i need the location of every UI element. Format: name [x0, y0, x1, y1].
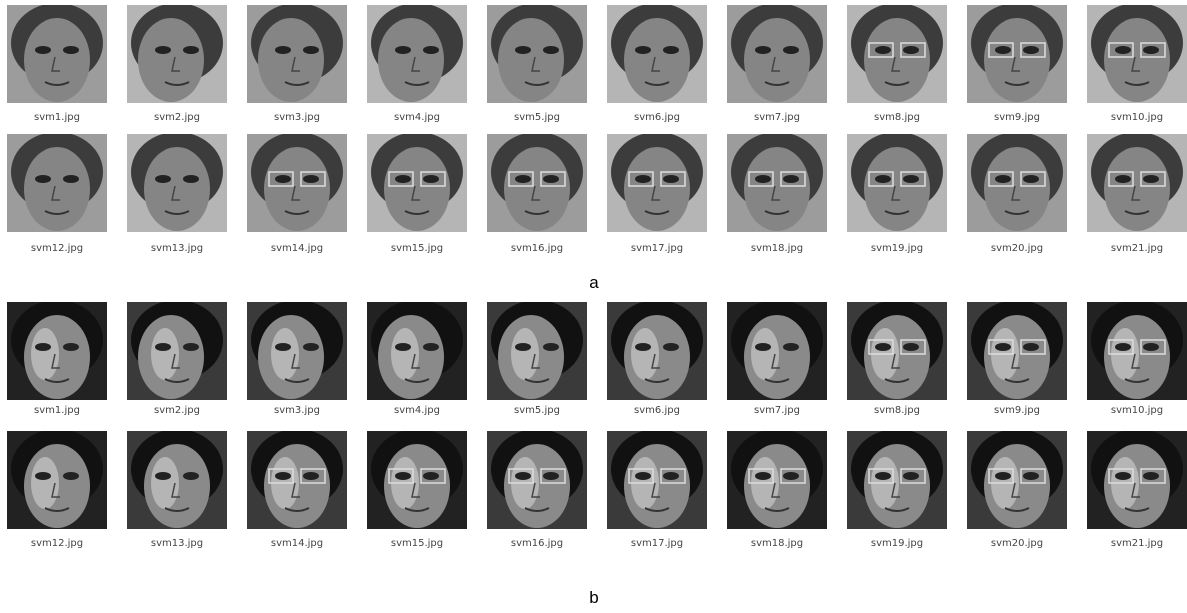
face-thumbnail [1087, 134, 1187, 232]
face-thumbnail [607, 302, 707, 400]
face-thumbnail [967, 431, 1067, 529]
face-thumbnail [487, 431, 587, 529]
file-name: svm1.jpg [34, 405, 80, 416]
panel-label: a [589, 273, 599, 292]
face-thumbnail [7, 431, 107, 529]
face-thumbnail [847, 5, 947, 103]
face-thumbnail [127, 5, 227, 103]
face-thumbnail [127, 302, 227, 400]
face-thumbnail [247, 134, 347, 232]
face-thumbnail [7, 302, 107, 400]
face-thumbnail [487, 302, 587, 400]
file-name: svm20.jpg [990, 538, 1044, 549]
file-name: svm3.jpg [274, 112, 320, 123]
file-name: svm16.jpg [510, 538, 564, 549]
file-name: svm2.jpg [154, 405, 200, 416]
face-thumbnail [1087, 302, 1187, 400]
file-name: svm9.jpg [994, 112, 1040, 123]
file-name: svm21.jpg [1110, 538, 1164, 549]
file-name: svm8.jpg [874, 405, 920, 416]
file-name: svm12.jpg [30, 538, 84, 549]
file-name: svm10.jpg [1110, 112, 1164, 123]
face-thumbnail [607, 134, 707, 232]
file-name: svm4.jpg [394, 405, 440, 416]
face-thumbnail [1087, 5, 1187, 103]
file-name: svm6.jpg [634, 405, 680, 416]
face-thumbnail [847, 431, 947, 529]
file-name: svm5.jpg [514, 112, 560, 123]
file-name: svm17.jpg [630, 243, 684, 254]
face-thumbnail [727, 302, 827, 400]
file-name: svm9.jpg [994, 405, 1040, 416]
file-name: svm8.jpg [874, 112, 920, 123]
face-thumbnail [367, 5, 467, 103]
file-name: svm10.jpg [1110, 405, 1164, 416]
face-thumbnail [7, 134, 107, 232]
face-thumbnail [487, 5, 587, 103]
file-name: svm15.jpg [390, 243, 444, 254]
file-name: svm14.jpg [270, 243, 324, 254]
face-thumbnail [967, 134, 1067, 232]
file-name: svm5.jpg [514, 405, 560, 416]
file-name: svm18.jpg [750, 243, 804, 254]
file-name: svm13.jpg [150, 243, 204, 254]
face-thumbnail [727, 134, 827, 232]
face-thumbnail [127, 134, 227, 232]
file-name: svm20.jpg [990, 243, 1044, 254]
file-name: svm3.jpg [274, 405, 320, 416]
file-name: svm12.jpg [30, 243, 84, 254]
face-thumbnail [607, 5, 707, 103]
face-thumbnail [127, 431, 227, 529]
face-thumbnail [847, 302, 947, 400]
file-name: svm4.jpg [394, 112, 440, 123]
face-thumbnail [727, 431, 827, 529]
file-name: svm13.jpg [150, 538, 204, 549]
file-name: svm17.jpg [630, 538, 684, 549]
panel-label: b [589, 588, 599, 607]
face-thumbnail [727, 5, 827, 103]
face-thumbnail [487, 134, 587, 232]
file-name: svm21.jpg [1110, 243, 1164, 254]
face-thumbnail [607, 431, 707, 529]
face-thumbnail [847, 134, 947, 232]
file-name: svm1.jpg [34, 112, 80, 123]
face-thumbnail [247, 431, 347, 529]
file-name: svm16.jpg [510, 243, 564, 254]
file-name: svm18.jpg [750, 538, 804, 549]
face-thumbnail [367, 431, 467, 529]
face-thumbnail [247, 5, 347, 103]
file-name: svm14.jpg [270, 538, 324, 549]
file-name: svm19.jpg [870, 243, 924, 254]
face-thumbnail [967, 302, 1067, 400]
file-name: svm15.jpg [390, 538, 444, 549]
file-name: svm7.jpg [754, 112, 800, 123]
face-thumbnail [1087, 431, 1187, 529]
file-name: svm2.jpg [154, 112, 200, 123]
face-thumbnail [7, 5, 107, 103]
face-thumbnail [367, 134, 467, 232]
face-thumbnail [967, 5, 1067, 103]
file-name: svm7.jpg [754, 405, 800, 416]
file-name: svm6.jpg [634, 112, 680, 123]
face-thumbnail [247, 302, 347, 400]
face-thumbnail [367, 302, 467, 400]
file-name: svm19.jpg [870, 538, 924, 549]
